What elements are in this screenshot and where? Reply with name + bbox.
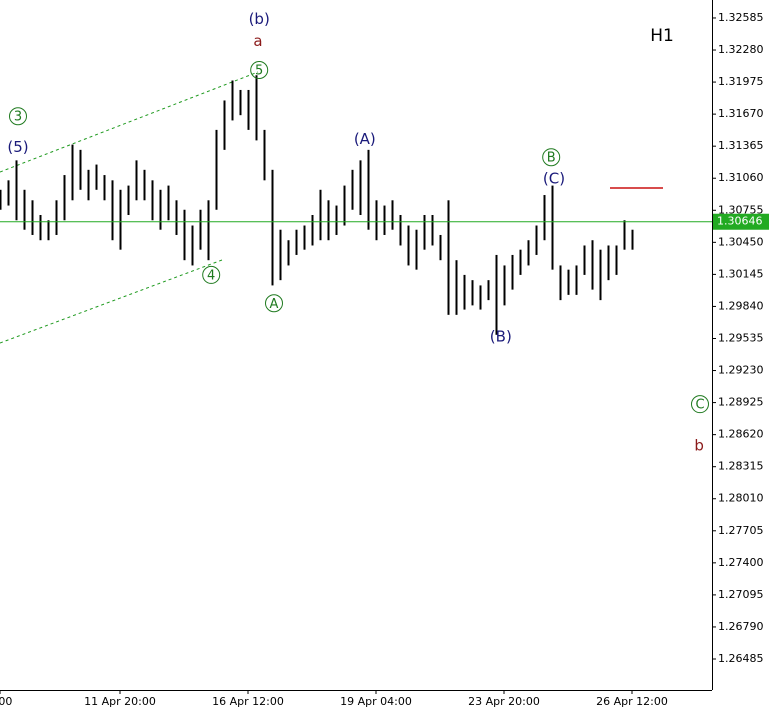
- y-tick-label: 1.27400: [718, 556, 764, 569]
- y-tick-label: 1.32280: [718, 43, 764, 56]
- y-tick-label: 1.29230: [718, 364, 764, 377]
- y-tick-label: 1.32585: [718, 11, 764, 24]
- wave-label: (B): [490, 327, 512, 345]
- wave-label: A: [270, 297, 279, 312]
- wave-circle: [691, 395, 709, 414]
- y-tick-label: 1.30145: [718, 267, 764, 280]
- wave-label: C: [695, 398, 704, 413]
- y-tick-label: 1.28010: [718, 492, 764, 505]
- wave-circle: [250, 60, 269, 79]
- wave-circle: [202, 265, 221, 284]
- wave-label: B: [547, 151, 556, 166]
- y-tick-label: 1.28315: [718, 460, 764, 473]
- wave-label: (b): [249, 10, 270, 28]
- x-tick-label: 16 Apr 12:00: [212, 695, 284, 708]
- y-tick-label: 1.30450: [718, 235, 764, 248]
- y-tick-label: 1.31060: [718, 171, 764, 184]
- x-tick-label: 19 Apr 04:00: [340, 695, 412, 708]
- wave-label: 4: [207, 268, 215, 283]
- wave-circle: [9, 107, 27, 126]
- x-tick-label: 11 Apr 20:00: [84, 695, 156, 708]
- wave-label: (C): [543, 170, 565, 188]
- y-tick-label: 1.26485: [718, 652, 764, 665]
- channel-line: [0, 71, 259, 173]
- timeframe: H1: [650, 26, 674, 46]
- y-tick-label: 1.31975: [718, 75, 764, 88]
- y-tick-label: 1.29535: [718, 331, 764, 344]
- wave-label: a: [253, 32, 262, 50]
- wave-label: (A): [354, 130, 376, 148]
- y-tick-label: 1.31365: [718, 139, 764, 152]
- wave-label: b: [694, 437, 704, 455]
- y-tick-label: 1.28620: [718, 428, 764, 441]
- y-tick-label: 1.28925: [718, 396, 764, 409]
- y-tick-label: 1.27705: [718, 524, 764, 537]
- wave-label: (5): [7, 138, 28, 156]
- wave-label: 3: [14, 110, 22, 125]
- y-tick-label: 1.27095: [718, 588, 764, 601]
- y-tick-label: 1.29840: [718, 299, 764, 312]
- last-price-label: 1.30646: [717, 215, 763, 228]
- x-tick-label: 4:00: [0, 695, 12, 708]
- x-tick-label: 26 Apr 12:00: [596, 695, 668, 708]
- wave-circle: [265, 294, 283, 313]
- wave-label: 5: [255, 63, 263, 78]
- y-tick-label: 1.30755: [718, 203, 764, 216]
- y-tick-label: 1.31670: [718, 107, 764, 120]
- y-tick-label: 1.26790: [718, 620, 764, 633]
- x-tick-label: 23 Apr 20:00: [468, 695, 540, 708]
- last-price-tag: [713, 213, 769, 230]
- wave-circle: [542, 148, 561, 167]
